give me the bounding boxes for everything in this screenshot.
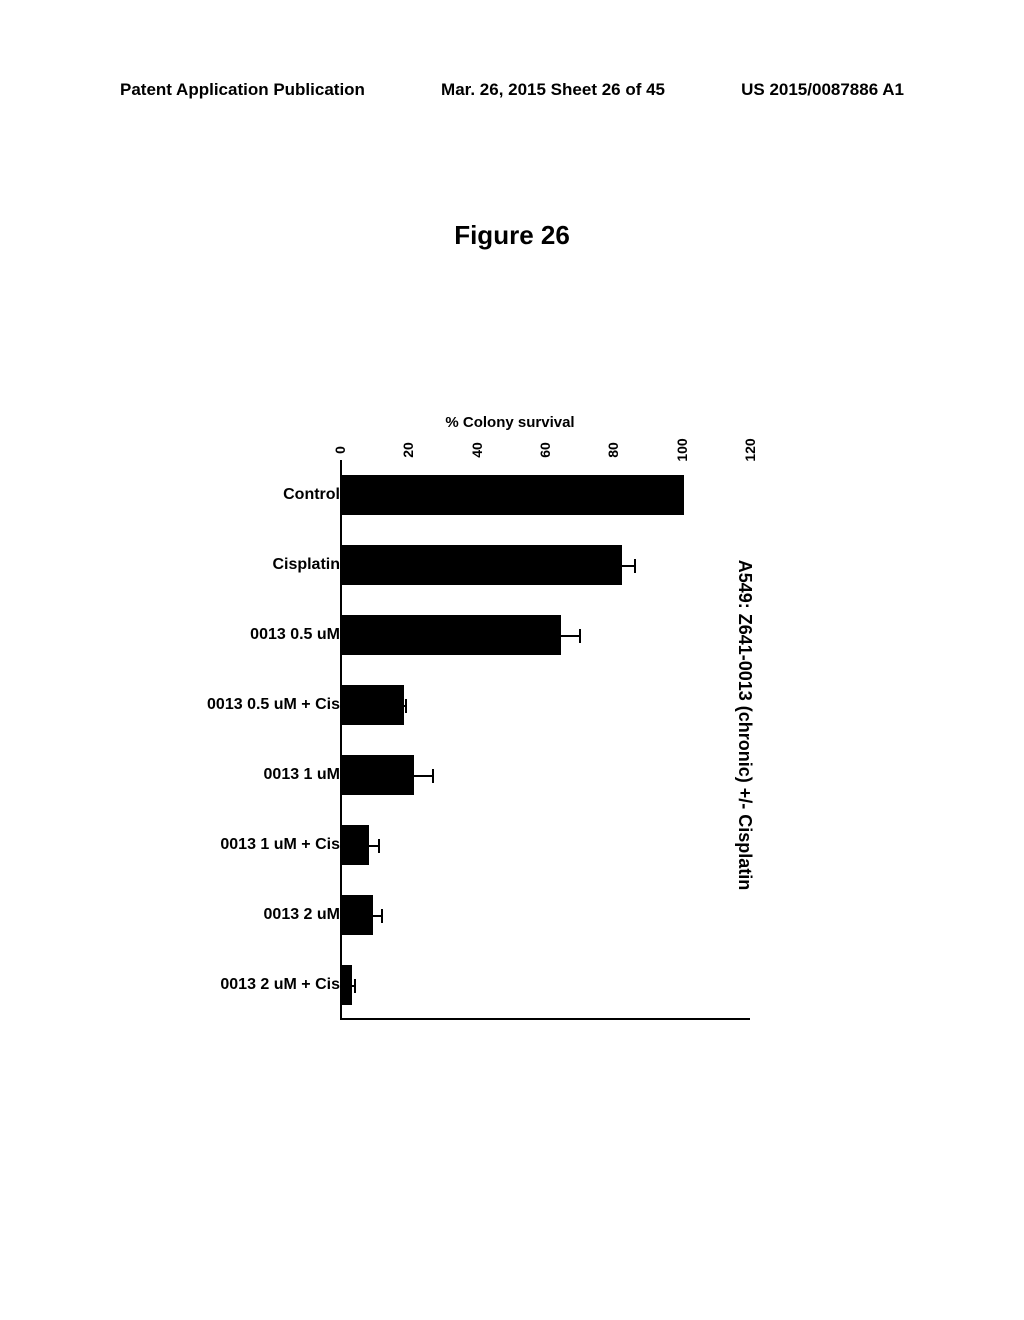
bar-label: 0013 1 uM (150, 766, 340, 784)
bar (342, 475, 684, 515)
bar (342, 685, 404, 725)
error-bar (359, 845, 380, 847)
bar-row: 0013 1 uM + Cis (150, 810, 870, 880)
error-bar (349, 985, 356, 987)
bar-row: 0013 1 uM (150, 740, 870, 810)
header-center: Mar. 26, 2015 Sheet 26 of 45 (441, 80, 665, 100)
bar-row: Cisplatin (150, 530, 870, 600)
bar-row: 0013 2 uM (150, 880, 870, 950)
bar-row: 0013 0.5 uM (150, 600, 870, 670)
tick-label: 60 (537, 442, 553, 458)
bar-row: 0013 2 uM + Cis (150, 950, 870, 1020)
tick-label: 20 (400, 442, 416, 458)
error-bar (540, 635, 581, 637)
tick-label: 100 (674, 438, 690, 461)
figure-title: Figure 26 (0, 220, 1024, 251)
tick-label: 120 (742, 438, 758, 461)
error-bar (400, 705, 407, 707)
tick-label: 40 (469, 442, 485, 458)
bar-label: 0013 1 uM + Cis (150, 836, 340, 854)
tick-label: 80 (605, 442, 621, 458)
bar-label: 0013 2 uM (150, 906, 340, 924)
error-bar (363, 915, 384, 917)
header-right: US 2015/0087886 A1 (741, 80, 904, 100)
axis-ticks: 020406080100120 (340, 428, 750, 458)
bar-label: Cisplatin (150, 556, 340, 574)
bar-label: 0013 2 uM + Cis (150, 976, 340, 994)
bar-label: Control (150, 486, 340, 504)
tick-label: 0 (332, 446, 348, 454)
bar-row: Control (150, 460, 870, 530)
bar-label: 0013 0.5 uM (150, 626, 340, 644)
error-bar (393, 775, 434, 777)
bar (342, 545, 622, 585)
bar-label: 0013 0.5 uM + Cis (150, 696, 340, 714)
bar-chart: % Colony survival 020406080100120 Contro… (150, 420, 870, 1030)
bar (342, 615, 561, 655)
chart-title: A549: Z641-0013 (chronic) +/- Cisplatin (734, 560, 755, 891)
bar-row: 0013 0.5 uM + Cis (150, 670, 870, 740)
header-left: Patent Application Publication (120, 80, 365, 100)
error-bar (609, 565, 636, 567)
